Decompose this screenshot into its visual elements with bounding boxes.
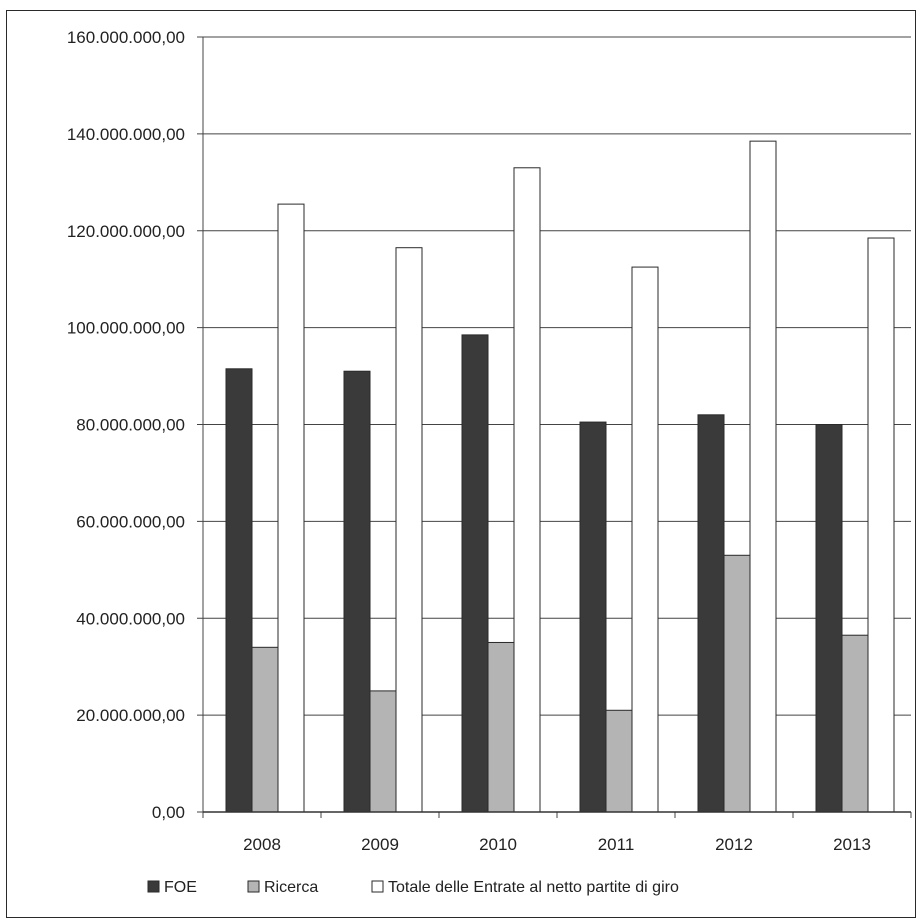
legend-label: FOE — [164, 879, 197, 896]
bar — [723, 554, 751, 813]
y-tick-label: 140.000.000,00 — [67, 125, 185, 144]
bar — [631, 266, 659, 813]
y-tick-label: 20.000.000,00 — [76, 706, 185, 725]
legend-label: Totale delle Entrate al netto partite di… — [388, 879, 679, 896]
legend-swatch — [147, 880, 160, 893]
bar — [579, 421, 607, 813]
bar — [343, 370, 371, 813]
bar — [369, 690, 397, 813]
legend-swatch — [247, 880, 260, 893]
x-tick-label: 2013 — [833, 835, 871, 854]
bar — [225, 368, 253, 813]
bar — [697, 414, 725, 813]
legend-swatch — [371, 880, 384, 893]
bar — [749, 140, 777, 813]
y-tick-label: 80.000.000,00 — [76, 416, 185, 435]
bar — [277, 203, 305, 813]
y-tick-label: 100.000.000,00 — [67, 319, 185, 338]
x-tick-label: 2012 — [715, 835, 753, 854]
x-tick-label: 2008 — [243, 835, 281, 854]
bar — [841, 634, 869, 813]
bar — [513, 167, 541, 813]
x-tick-label: 2009 — [361, 835, 399, 854]
y-tick-label: 40.000.000,00 — [76, 609, 185, 628]
bar — [251, 646, 279, 813]
bar — [395, 247, 423, 813]
bar — [487, 641, 515, 813]
bar — [815, 424, 843, 813]
y-tick-label: 160.000.000,00 — [67, 28, 185, 47]
bar — [461, 334, 489, 813]
x-tick-label: 2011 — [598, 835, 635, 854]
y-tick-label: 120.000.000,00 — [67, 222, 185, 241]
legend-label: Ricerca — [264, 879, 318, 896]
bar — [605, 709, 633, 813]
y-tick-label: 60.000.000,00 — [76, 512, 185, 531]
x-tick-label: 2010 — [479, 835, 517, 854]
bar — [867, 237, 895, 813]
y-tick-label: 0,00 — [152, 803, 185, 822]
